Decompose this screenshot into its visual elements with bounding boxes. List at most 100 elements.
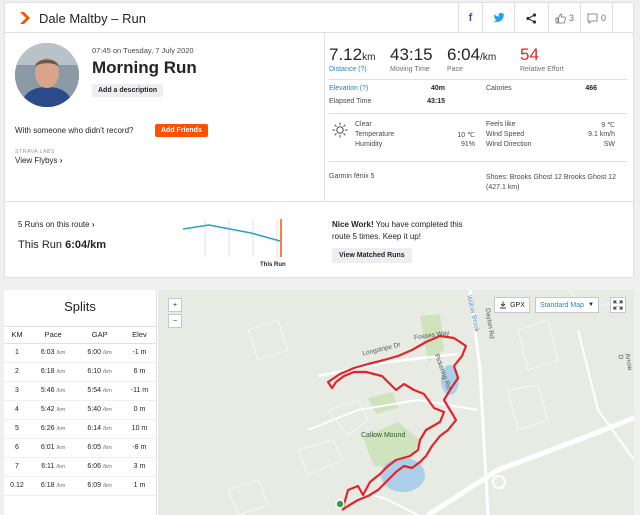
- temperature-label: Temperature: [355, 131, 395, 138]
- route-pace-chart[interactable]: This Run: [181, 215, 293, 271]
- fullscreen-button[interactable]: [610, 297, 626, 313]
- view-flybys-link[interactable]: View Flybys ›: [15, 156, 62, 165]
- humidity-label: Humidity: [355, 141, 383, 148]
- caret-down-icon: ▼: [588, 302, 594, 308]
- split-km: 2: [4, 362, 30, 382]
- shoes-info: Shoes: Brooks Ghost 12 Brooks Ghost 12 (…: [486, 174, 616, 191]
- twitter-icon: [492, 13, 504, 22]
- divider: [5, 201, 635, 202]
- splits-header-row: KM Pace GAP Elev: [4, 327, 156, 344]
- split-elev: -8 m: [122, 438, 156, 458]
- relative-effort-label: Relative Effort: [520, 66, 564, 73]
- someone-prompt: With someone who didn't record?: [15, 126, 134, 135]
- zoom-out-button[interactable]: −: [168, 314, 182, 328]
- wind-direction-label: Wind Direction: [486, 141, 532, 148]
- nice-work-message: Nice Work! You have completed this route…: [332, 220, 463, 241]
- athlete-avatar[interactable]: [15, 43, 79, 107]
- download-icon: [500, 301, 507, 309]
- split-gap: 6:14 /km: [76, 419, 123, 439]
- add-description-button[interactable]: Add a description: [92, 84, 164, 97]
- split-gap: 6:09 /km: [76, 476, 123, 496]
- view-flybys-label: View Flybys: [15, 156, 58, 165]
- kudos-button[interactable]: 3: [548, 3, 580, 33]
- temperature-value: 10 ℃: [457, 132, 475, 139]
- split-pace: 6:18 /km: [29, 476, 77, 496]
- split-elev: -1 m: [122, 343, 156, 363]
- kudos-count: 3: [568, 13, 574, 23]
- split-row: 7 6:11 /km 6:06 /km 3 m: [4, 457, 156, 477]
- split-row: 2 6:18 /km 6:10 /km 6 m: [4, 362, 156, 382]
- activity-card: Dale Maltby – Run f 3 0 07:45 on Tuesday…: [4, 2, 635, 278]
- split-gap: 6:10 /km: [76, 362, 123, 382]
- split-row: 4 5:42 /km 5:40 /km 0 m: [4, 400, 156, 420]
- feels-like-value: 9 ℃: [601, 122, 615, 129]
- split-gap: 6:05 /km: [76, 438, 123, 458]
- map-green-areas: [363, 314, 444, 468]
- section-divider: [324, 33, 325, 201]
- activity-header: Dale Maltby – Run f 3 0: [5, 3, 633, 33]
- twitter-share-button[interactable]: [482, 3, 514, 33]
- split-elev: 3 m: [122, 457, 156, 477]
- pace-trend-line: [182, 224, 281, 242]
- calories-value: 466: [585, 85, 597, 92]
- wind-direction-value: SW: [603, 141, 615, 148]
- split-km: 3: [4, 381, 30, 401]
- elevation-value: 40m: [430, 85, 445, 92]
- wind-speed-value: 9.1 km/h: [588, 131, 615, 138]
- split-km: 4: [4, 400, 30, 420]
- share-button[interactable]: [514, 3, 548, 33]
- route-map[interactable]: Longstripe Dr Fosses Way Dayton Rd Arrow…: [158, 290, 634, 515]
- split-row: 1 6:03 /km 6:00 /km -1 m: [4, 343, 156, 363]
- map-style-select[interactable]: Standard Map ▼: [535, 297, 599, 313]
- split-pace: 6:18 /km: [29, 362, 77, 382]
- col-gap: GAP: [76, 327, 123, 344]
- map-label-park: Callow Mound: [361, 432, 406, 439]
- comment-button[interactable]: 0: [580, 3, 612, 33]
- map-label-road: Arrow D: [616, 352, 634, 371]
- matched-runs-link[interactable]: 5 Runs on this route ›: [18, 220, 95, 229]
- splits-map-card: Splits KM Pace GAP Elev 1 6:03 /km 6:00 /k…: [4, 290, 634, 515]
- strava-labs-label: STRAVA LABS: [15, 149, 55, 155]
- splits-panel: Splits KM Pace GAP Elev 1 6:03 /km 6:00 /k…: [4, 290, 157, 515]
- map-style-value: Standard Map: [540, 301, 585, 309]
- map-streets: [227, 290, 619, 515]
- split-elev: 6 m: [122, 362, 156, 382]
- sun-icon: [332, 122, 348, 138]
- split-km: 6: [4, 438, 30, 458]
- pace-label: Pace: [447, 66, 463, 73]
- chevron-right-icon: ›: [59, 156, 63, 165]
- share-icon: [526, 12, 537, 24]
- zoom-in-button[interactable]: +: [168, 298, 182, 312]
- device-name: Garmin fēnix 5: [329, 173, 375, 180]
- export-gpx-button[interactable]: GPX: [494, 297, 530, 313]
- elapsed-time-label: Elapsed Time: [329, 98, 372, 105]
- split-row: 3 5:46 /km 5:54 /km -11 m: [4, 381, 156, 401]
- moving-time-label: Moving Time: [390, 66, 430, 73]
- comment-count: 0: [600, 13, 606, 23]
- athlete-photo: [15, 43, 79, 107]
- elapsed-time-value: 43:15: [427, 98, 445, 105]
- distance-value: 7.12km: [329, 45, 376, 64]
- this-run-marker-label: This Run: [260, 262, 286, 268]
- activity-datetime: 07:45 on Tuesday, 7 July 2020: [92, 46, 194, 55]
- more-actions-button[interactable]: [612, 3, 635, 33]
- facebook-share-button[interactable]: f: [458, 3, 482, 33]
- col-elev: Elev: [122, 327, 156, 344]
- view-matched-runs-button[interactable]: View Matched Runs: [332, 248, 412, 263]
- split-gap: 6:06 /km: [76, 457, 123, 477]
- add-friends-button[interactable]: Add Friends: [155, 124, 208, 137]
- fullscreen-icon: [613, 300, 623, 310]
- elevation-label[interactable]: Elevation (?): [329, 85, 369, 92]
- comment-icon: [587, 13, 598, 24]
- split-pace: 5:42 /km: [29, 400, 77, 420]
- this-run-pace: This Run 6:04/km: [18, 239, 107, 251]
- relative-effort-value[interactable]: 54: [520, 45, 539, 64]
- pace-value: 6:04/km: [447, 45, 497, 64]
- activity-title[interactable]: Morning Run: [92, 58, 197, 77]
- split-pace: 6:01 /km: [29, 438, 77, 458]
- activity-header-title: Dale Maltby – Run: [39, 11, 146, 26]
- split-row: 5 6:26 /km 6:14 /km 10 m: [4, 419, 156, 439]
- matched-runs-label: 5 Runs on this route: [18, 220, 90, 229]
- distance-label[interactable]: Distance (?): [329, 66, 367, 73]
- thumbs-up-icon: [555, 13, 566, 23]
